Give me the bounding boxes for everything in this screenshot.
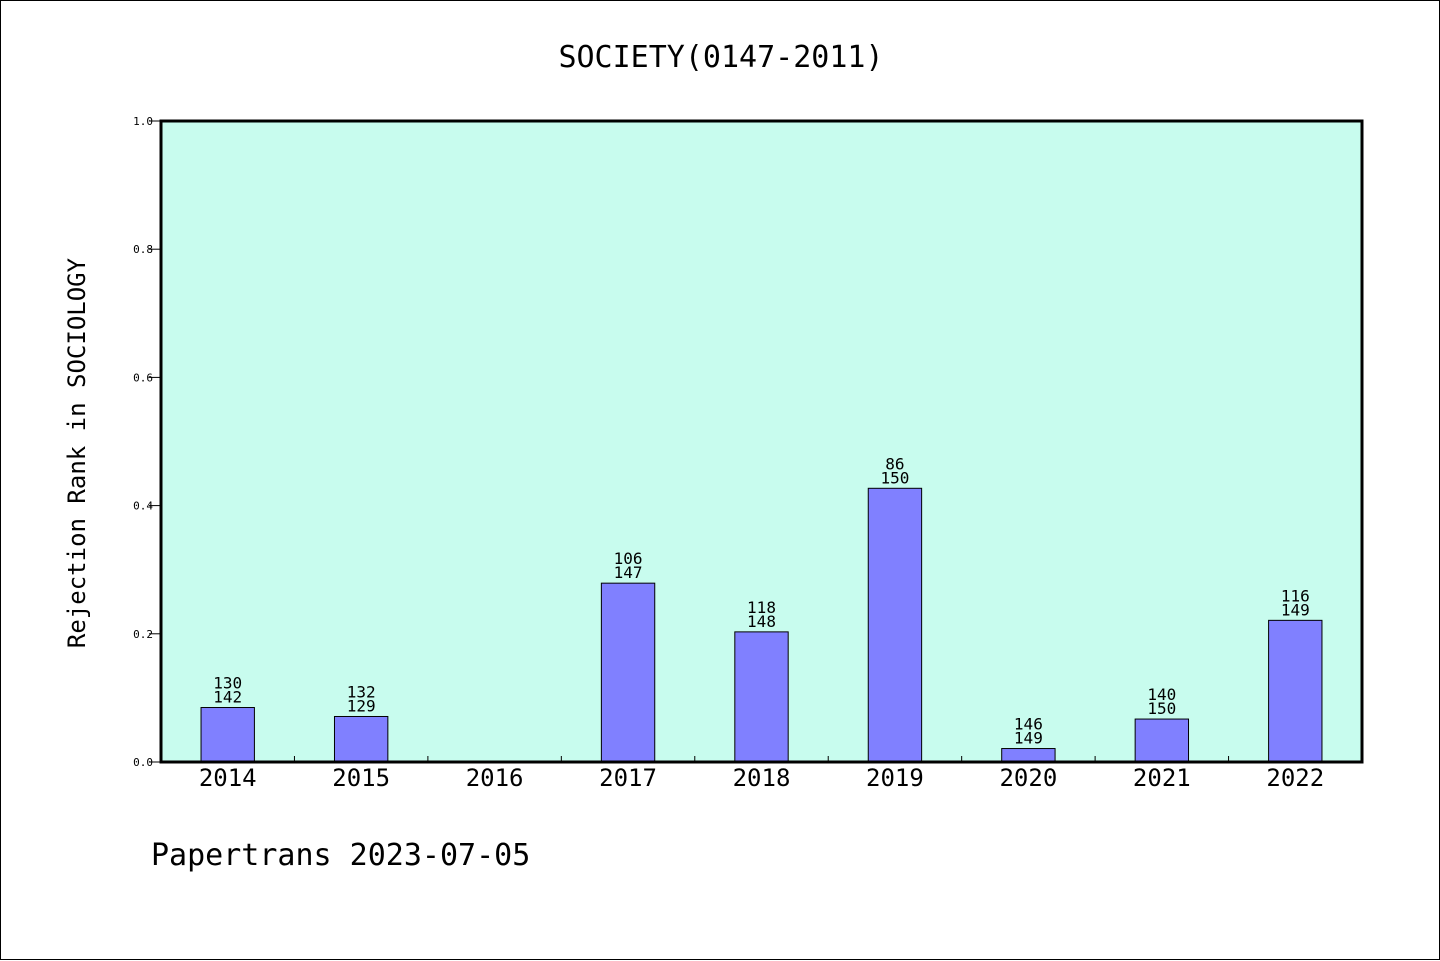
bar-label-rank: 118 — [747, 598, 776, 617]
bar-2021 — [1134, 718, 1190, 763]
bar-label-total: 148 — [747, 612, 776, 631]
y-tick-label: 1.0 — [133, 115, 153, 128]
y-axis-label: Rejection Rank in SOCIOLOGY — [63, 257, 91, 648]
y-tick-label: 0.6 — [133, 371, 153, 384]
y-axis-ticks: 0.0 0.2 0.4 0.6 0.8 1.0 — [133, 115, 161, 769]
x-tick-label: 2017 — [599, 764, 657, 792]
x-tick-label: 2015 — [332, 764, 390, 792]
x-tick-label: 2022 — [1266, 764, 1324, 792]
bar-label-rank: 116 — [1281, 586, 1310, 605]
y-tick-label: 0.2 — [133, 628, 153, 641]
bar-2019 — [867, 487, 923, 763]
bar-label-total: 129 — [347, 696, 376, 715]
x-tick-label: 2019 — [866, 764, 924, 792]
y-tick-label: 0.0 — [133, 756, 153, 769]
bar-label-total: 149 — [1281, 600, 1310, 619]
bar-label-rank: 130 — [213, 674, 242, 693]
x-tick-label: 2014 — [199, 764, 257, 792]
bar-label-total: 147 — [614, 563, 643, 582]
y-tick-label: 0.4 — [133, 500, 153, 513]
bar-2015 — [333, 715, 389, 763]
plot-border — [159, 119, 1364, 764]
bar-label-total: 142 — [213, 688, 242, 707]
bar-label-rank: 132 — [347, 682, 376, 701]
bar-label-rank: 140 — [1147, 685, 1176, 704]
bar-label-total: 150 — [1147, 699, 1176, 718]
bar-label-rank: 146 — [1014, 715, 1043, 734]
bar-2018 — [734, 631, 789, 763]
bar-2022 — [1268, 619, 1323, 763]
x-tick-label: 2020 — [999, 764, 1057, 792]
bar-label-total: 150 — [880, 468, 909, 487]
y-tick-label: 0.8 — [133, 243, 153, 256]
x-tick-label: 2018 — [733, 764, 791, 792]
x-tick-label: 2016 — [466, 764, 524, 792]
bar-2020 — [1001, 748, 1056, 763]
x-axis-ticks: 2014 2015 2016 2017 2018 2019 2020 2021 2022 — [199, 756, 1324, 792]
bar-2017 — [600, 582, 656, 763]
bar-label-rank: 86 — [885, 454, 904, 473]
bar-label-rank: 106 — [614, 549, 643, 568]
chart-title: SOCIETY(0147-2011) — [558, 40, 883, 75]
bars — [200, 487, 1323, 763]
x-tick-label: 2021 — [1133, 764, 1191, 792]
footer-text: Papertrans 2023-07-05 — [151, 838, 530, 873]
bar-2014 — [200, 707, 255, 763]
bar-label-total: 149 — [1014, 729, 1043, 748]
